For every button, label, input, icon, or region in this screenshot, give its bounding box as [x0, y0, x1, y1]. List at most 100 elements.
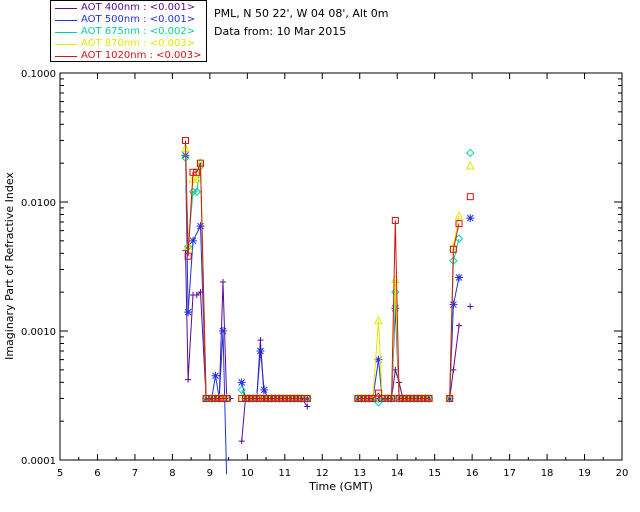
x-tick-label: 13 — [353, 468, 366, 479]
data-point — [365, 394, 373, 402]
data-point — [449, 300, 458, 309]
data-point — [286, 394, 294, 402]
x-tick-label: 11 — [278, 468, 291, 479]
legend-swatch-500nm — [55, 19, 77, 21]
data-point — [219, 394, 227, 402]
data-point — [358, 394, 366, 402]
data-point — [449, 245, 457, 253]
x-tick-label: 20 — [616, 468, 629, 479]
data-point — [374, 355, 383, 364]
x-axis: 5 6 7 8 9 10 11 12 13 14 15 16 17 18 19 20 — [57, 73, 629, 479]
data-point — [399, 394, 407, 402]
data-point — [256, 394, 264, 402]
data-point — [455, 273, 464, 282]
data-point — [237, 385, 246, 395]
data-point — [245, 394, 253, 402]
series-aot-1020nm — [182, 136, 474, 402]
data-point — [193, 168, 201, 176]
legend-item-1020nm: AOT 1020nm : <0.003> — [55, 50, 201, 62]
x-tick-label: 17 — [503, 468, 516, 479]
legend-label-400nm: AOT 400nm : <0.001> — [81, 2, 196, 13]
data-point — [238, 438, 245, 445]
legend-swatch-870nm — [55, 43, 77, 45]
legend-label-1020nm: AOT 1020nm : <0.003> — [81, 50, 202, 61]
x-tick-label: 10 — [241, 468, 254, 479]
data-point — [455, 220, 463, 228]
data-point — [466, 214, 475, 223]
data-point — [211, 394, 219, 402]
legend-swatch-400nm — [55, 7, 77, 9]
y-axis-label: Imaginary Part of Refractive Index — [3, 172, 16, 360]
data-point — [219, 278, 226, 285]
data-point — [410, 394, 418, 402]
data-point — [303, 394, 311, 402]
data-point — [275, 394, 283, 402]
series-aot-500nm — [181, 151, 475, 484]
date-info: Data from: 10 Mar 2015 — [214, 25, 347, 38]
data-point — [395, 394, 403, 402]
data-point — [257, 337, 264, 344]
data-point — [369, 394, 377, 402]
data-point — [374, 389, 382, 397]
x-tick-label: 6 — [94, 468, 100, 479]
y-axis: 0.0001 0.0010 0.0100 0.1000 — [21, 69, 622, 467]
y-tick-label: 0.0010 — [21, 327, 56, 338]
data-point — [188, 187, 198, 196]
data-point — [454, 234, 464, 243]
data-point — [361, 394, 369, 402]
data-point — [446, 394, 454, 402]
data-point — [193, 292, 200, 299]
data-point — [192, 174, 202, 183]
data-point — [279, 394, 287, 402]
y-tick-label: 0.0100 — [21, 198, 56, 209]
data-point — [260, 394, 268, 402]
x-axis-label: Time (GMT) — [308, 480, 373, 493]
data-point — [466, 193, 474, 201]
data-point — [425, 394, 433, 402]
data-point — [218, 327, 227, 335]
data-point — [454, 210, 464, 220]
data-point — [196, 222, 205, 231]
site-info: PML, N 50 22', W 04 08', Alt 0m — [214, 7, 389, 20]
series-line — [357, 220, 429, 399]
x-tick-label: 5 — [57, 468, 63, 479]
series-line — [241, 340, 308, 442]
data-point — [184, 252, 192, 260]
x-tick-label: 8 — [169, 468, 175, 479]
data-point — [406, 394, 414, 402]
data-point — [192, 187, 201, 196]
data-point — [182, 136, 190, 144]
data-point — [283, 394, 291, 402]
data-point — [184, 308, 193, 317]
series-line — [449, 223, 460, 399]
data-point — [456, 322, 463, 329]
series-layer — [181, 136, 475, 484]
data-point — [238, 394, 246, 402]
data-point — [354, 394, 362, 402]
legend-label-500nm: AOT 500nm : <0.001> — [81, 14, 196, 25]
x-tick-label: 7 — [132, 468, 138, 479]
data-point — [208, 394, 216, 402]
data-point — [249, 394, 257, 402]
data-point — [223, 476, 231, 484]
legend-item-500nm: AOT 500nm : <0.001> — [55, 14, 195, 26]
data-point — [253, 394, 261, 402]
data-point — [374, 315, 383, 325]
data-point — [384, 394, 392, 402]
data-point — [391, 274, 400, 284]
data-point — [421, 394, 429, 402]
data-point — [294, 394, 302, 402]
legend-swatch-675nm — [55, 31, 77, 33]
legend-label-870nm: AOT 870nm : <0.003> — [81, 38, 196, 49]
data-point — [189, 168, 197, 176]
data-point — [197, 159, 204, 167]
series-line — [357, 369, 429, 399]
data-point — [392, 366, 399, 373]
data-point — [215, 394, 223, 402]
data-point — [467, 303, 474, 310]
data-point — [271, 394, 279, 402]
data-point — [260, 385, 269, 394]
legend-item-400nm: AOT 400nm : <0.001> — [55, 2, 195, 14]
data-point — [388, 394, 396, 402]
